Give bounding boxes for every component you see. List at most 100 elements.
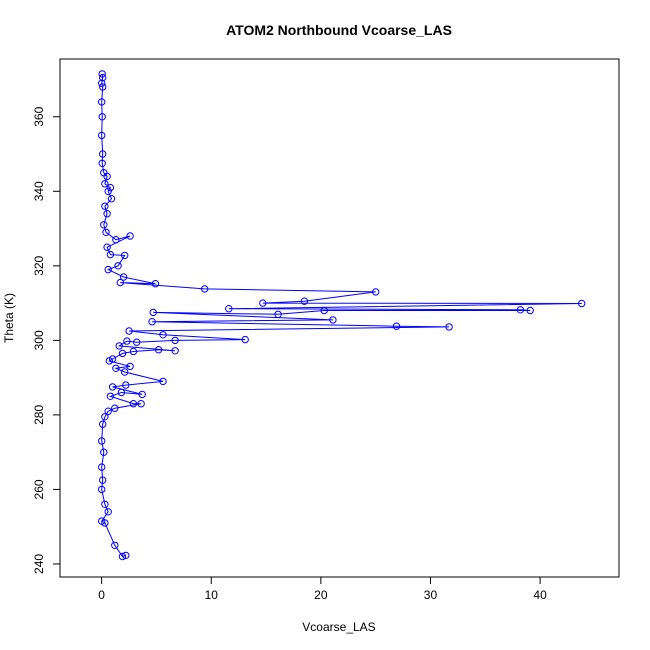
data-point (98, 437, 106, 445)
data-point (99, 83, 107, 91)
series-line (100, 73, 582, 558)
data-point (101, 202, 109, 210)
data-point (126, 362, 134, 371)
data-point (526, 306, 534, 315)
data-point (578, 299, 586, 308)
data-point (104, 187, 112, 196)
x-tick-label: 20 (314, 588, 328, 602)
data-point (121, 368, 129, 376)
data-point (100, 448, 108, 456)
data-point (101, 500, 109, 508)
data-point (101, 519, 109, 527)
data-point (98, 159, 106, 168)
data-point (98, 463, 106, 471)
data-point (121, 251, 129, 260)
data-point (104, 508, 112, 516)
x-tick-label: 30 (424, 588, 438, 602)
data-point (99, 73, 107, 82)
data-point (372, 288, 380, 296)
data-point (151, 280, 160, 288)
data-point (103, 210, 111, 218)
y-axis: 240 260 280 300 320 340 360 (32, 106, 61, 574)
data-point (122, 551, 130, 560)
data-point (122, 381, 130, 389)
data-point (101, 413, 109, 421)
data-point (98, 70, 106, 78)
data-point (99, 420, 107, 428)
y-tick-label: 300 (32, 330, 46, 350)
data-point (106, 250, 115, 259)
data-point (171, 336, 179, 345)
y-tick-label: 260 (32, 479, 46, 499)
data-point (98, 485, 106, 494)
data-point (99, 150, 107, 158)
data-point (392, 322, 401, 330)
data-point (129, 400, 138, 408)
data-point (101, 180, 109, 188)
data-point (129, 347, 138, 356)
x-axis: 0 10 20 30 40 (98, 576, 547, 602)
data-point (99, 476, 107, 484)
series-layer (98, 70, 586, 561)
x-axis-label: Vcoarse_LAS (302, 620, 375, 634)
data-point (102, 228, 110, 237)
data-point (100, 221, 108, 229)
data-point (111, 404, 119, 412)
y-tick-label: 240 (32, 554, 46, 574)
y-tick-label: 360 (32, 106, 46, 126)
data-point (116, 278, 125, 287)
data-point (111, 541, 119, 549)
data-point (103, 172, 111, 181)
data-point (300, 297, 309, 305)
data-point (159, 331, 167, 339)
data-point (112, 364, 120, 372)
data-point (320, 306, 328, 315)
data-point (159, 377, 167, 386)
data-point (103, 243, 111, 251)
x-tick-label: 0 (98, 588, 105, 602)
data-point (516, 306, 525, 314)
y-tick-label: 280 (32, 405, 46, 425)
data-point (118, 552, 127, 561)
data-point (106, 183, 115, 192)
x-tick-label: 40 (533, 588, 547, 602)
data-point (154, 346, 163, 354)
data-point (241, 335, 249, 344)
data-point (106, 392, 115, 400)
plot-area (59, 58, 620, 578)
y-axis-label: Theta (K) (2, 293, 16, 343)
data-point (108, 383, 117, 391)
data-point (115, 342, 123, 350)
data-point (259, 299, 267, 307)
data-point (125, 327, 133, 335)
data-point (98, 113, 106, 121)
data-point (112, 236, 120, 244)
x-tick-label: 10 (205, 588, 219, 602)
data-point (329, 316, 337, 324)
data-point (133, 338, 141, 346)
data-point (119, 273, 128, 281)
data-point (98, 131, 106, 140)
data-point (114, 262, 122, 270)
data-point (201, 285, 209, 293)
data-point (149, 308, 157, 317)
data-point (123, 337, 131, 345)
data-point (225, 305, 233, 313)
y-tick-label: 320 (32, 255, 46, 275)
data-point (107, 195, 116, 203)
data-point (105, 357, 114, 365)
data-point (148, 318, 156, 326)
data-point (98, 79, 106, 87)
data-point (138, 390, 146, 399)
data-point (274, 310, 282, 318)
data-point (104, 265, 112, 274)
chart-title: ATOM2 Northbound Vcoarse_LAS (226, 22, 452, 38)
data-point (118, 349, 127, 358)
data-point (104, 407, 112, 415)
y-tick-label: 340 (32, 181, 46, 201)
data-point (445, 323, 453, 331)
data-point (126, 232, 134, 240)
data-point (98, 98, 106, 106)
data-point (171, 347, 179, 355)
